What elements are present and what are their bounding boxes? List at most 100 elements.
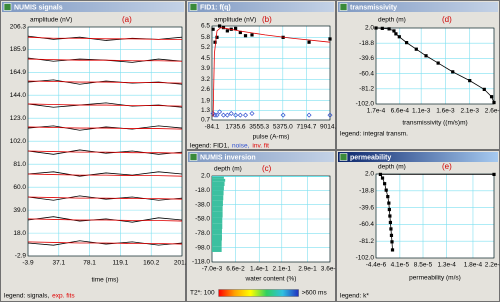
legend-entry: legend: signals, [4, 293, 49, 300]
marker [489, 95, 494, 99]
marker [394, 32, 398, 36]
marker [388, 214, 392, 218]
series-line [27, 125, 183, 131]
legend-entry: exp. fits [52, 293, 75, 300]
marker [234, 26, 238, 31]
x-tick-label: -4.4e-6 [366, 262, 387, 269]
legend-entry: noise, [232, 143, 250, 150]
marker [389, 233, 394, 237]
y-axis-label: amplitude (nV) [214, 17, 256, 24]
x-tick-label: 5375.0 [273, 124, 293, 131]
series-line [27, 171, 183, 177]
marker [238, 30, 242, 35]
series-line [27, 126, 183, 130]
marker [492, 100, 496, 105]
series-line [27, 150, 183, 154]
x-tick-label: 37.1 [52, 260, 65, 267]
window-title: transmissivity [350, 4, 397, 11]
y-tick-label: 39.0 [13, 207, 26, 214]
marker [386, 195, 390, 199]
marker [390, 248, 395, 252]
plot-border [27, 26, 183, 257]
legend-entry: legend: FID1, [190, 143, 229, 150]
marker [378, 172, 383, 177]
x-axis-label: transmissivity ((m/s)m) [402, 120, 467, 127]
marker [217, 24, 222, 28]
bar [212, 176, 224, 179]
marker [392, 29, 396, 33]
x-tick-label: 1735.6 [226, 124, 246, 131]
marker [404, 41, 409, 45]
series-line [27, 218, 183, 222]
y-tick-label: -98.0 [195, 244, 210, 251]
bar [212, 176, 329, 177]
y-tick-label: -2.9 [15, 253, 27, 260]
marker [217, 109, 223, 115]
y-tick-label: -81.2 [359, 86, 374, 93]
y-tick-label: 2.0 [365, 171, 374, 178]
legend-entry: legend: k* [340, 293, 369, 300]
y-tick-label: -58.0 [195, 216, 210, 223]
x-tick-label: 1.4e-1 [250, 266, 269, 273]
series-line [212, 27, 331, 117]
y-tick-label: 185.9 [10, 46, 27, 53]
marker [380, 176, 385, 180]
series-line [27, 36, 182, 40]
x-tick-label: 3555.3 [249, 124, 269, 131]
x-tick-label: 1.7e-4 [367, 108, 386, 115]
y-tick-label: -18.8 [359, 40, 374, 47]
x-tick-label: 201.2 [174, 260, 191, 267]
y-axis-label: depth (m) [378, 164, 406, 171]
y-tick-label: -38.0 [195, 201, 210, 208]
y-tick-label: -18.0 [195, 187, 210, 194]
series-line [27, 173, 183, 177]
series-line [27, 79, 183, 85]
series-line [27, 58, 183, 62]
marker [215, 35, 219, 39]
legend-entry: legend: integral transm. [340, 131, 408, 138]
series-line [27, 102, 183, 108]
x-tick-label: 8.5e-5 [414, 262, 433, 269]
title-bar [188, 2, 334, 12]
window-icon [3, 3, 12, 11]
y-tick-label: 60.0 [13, 184, 26, 191]
marker [468, 79, 472, 83]
window-icon [189, 3, 198, 11]
y-tick-label: -60.4 [359, 70, 374, 77]
colorbar-label: >600 ms [302, 290, 328, 297]
y-axis-label: amplitude (nV) [30, 17, 72, 24]
panel-label: (e) [442, 162, 452, 171]
bar [212, 229, 222, 235]
x-tick-label: 119.1 [112, 260, 128, 267]
series-line [27, 103, 183, 107]
marker [387, 207, 391, 212]
x-tick-label: -7.0e-3 [202, 266, 223, 273]
x-axis-label: time (ms) [91, 277, 118, 284]
marker [250, 33, 254, 37]
y-tick-label: 2.0 [365, 25, 374, 32]
bar [212, 195, 224, 201]
marker [327, 112, 333, 118]
marker [380, 26, 384, 30]
marker [233, 112, 239, 118]
marker [243, 34, 248, 38]
x-tick-label: 6.6e-2 [226, 266, 245, 273]
plot-area [376, 174, 494, 258]
bar [212, 211, 223, 218]
marker [225, 29, 229, 33]
marker [249, 111, 255, 117]
y-tick-label: 1.3 [201, 107, 210, 114]
colorbar-label: T2*: 100 [190, 290, 215, 297]
window-icon [339, 3, 348, 11]
y-tick-label: 206.3 [10, 24, 27, 31]
y-tick-label: -102.0 [356, 101, 375, 108]
x-tick-label: 7194.7 [296, 124, 316, 131]
x-tick-label: 1.6e-3 [436, 108, 455, 115]
x-axis-label: pulse (A-ms) [253, 134, 290, 141]
y-tick-label: 3.9 [201, 65, 210, 72]
y-tick-label: 2.0 [201, 173, 210, 180]
window-title: NUMIS signals [14, 4, 63, 11]
x-tick-label: 9014.4 [320, 124, 340, 131]
y-tick-label: -39.6 [359, 55, 374, 62]
